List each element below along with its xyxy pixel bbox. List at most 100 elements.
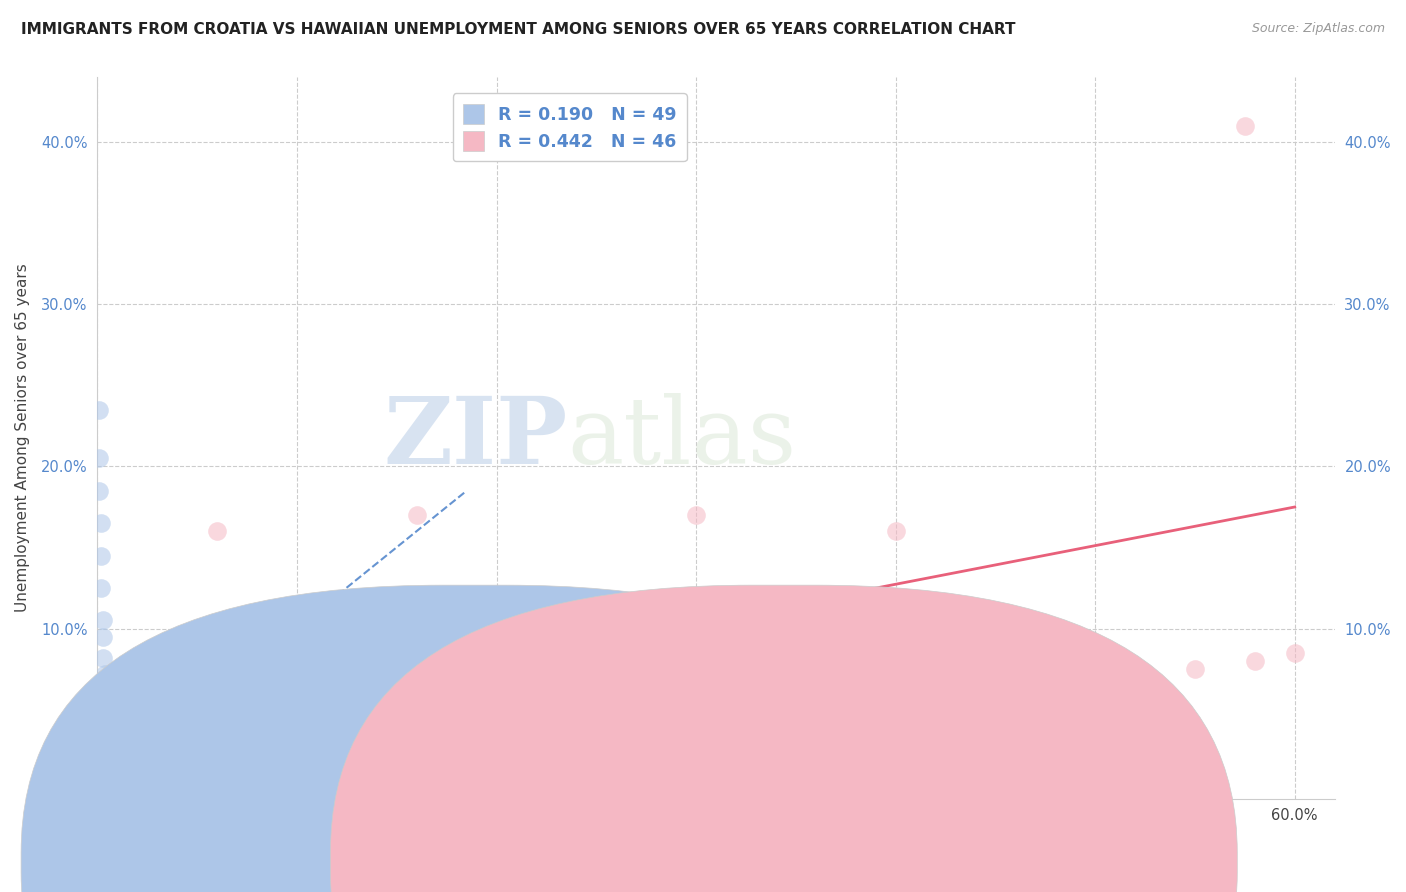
Point: [724, 678, 747, 692]
Point: [285, 678, 308, 692]
Text: Hawaiians: Hawaiians: [823, 855, 901, 870]
Point: [1243, 654, 1265, 668]
Point: [118, 777, 141, 791]
Point: [1184, 662, 1206, 676]
Point: [446, 670, 468, 684]
Point: [138, 780, 160, 795]
Point: [226, 694, 249, 708]
Point: [98, 739, 121, 753]
Point: [103, 764, 125, 779]
Text: ZIP: ZIP: [384, 393, 568, 483]
Point: [217, 703, 239, 717]
Point: [804, 662, 827, 676]
Point: [117, 735, 139, 749]
Point: [107, 772, 129, 787]
Point: [127, 779, 149, 793]
Point: [485, 686, 508, 700]
Point: [122, 779, 145, 793]
Point: [89, 483, 111, 498]
Text: Source: ZipAtlas.com: Source: ZipAtlas.com: [1251, 22, 1385, 36]
Point: [96, 722, 118, 736]
Point: [122, 694, 145, 708]
Point: [100, 761, 122, 775]
Point: [385, 694, 408, 708]
Point: [326, 703, 349, 717]
Point: [90, 549, 112, 563]
Point: [94, 699, 117, 714]
Point: [89, 402, 111, 417]
Point: [131, 779, 153, 793]
Point: [1045, 662, 1067, 676]
Point: [90, 581, 112, 595]
Point: [108, 773, 131, 788]
Point: [103, 735, 125, 749]
Point: [326, 782, 349, 797]
Point: [89, 451, 111, 466]
Point: [1004, 678, 1026, 692]
Point: [166, 780, 188, 795]
Point: [104, 771, 127, 785]
Point: [114, 777, 136, 791]
Point: [127, 743, 149, 757]
Point: [685, 508, 707, 522]
Point: [266, 780, 288, 795]
Point: [924, 670, 946, 684]
Point: [205, 780, 228, 795]
Point: [96, 711, 118, 725]
Point: [107, 719, 129, 733]
Point: [98, 747, 121, 762]
Point: [100, 755, 122, 769]
Point: [134, 779, 156, 793]
Point: [205, 524, 228, 539]
Point: [565, 662, 588, 676]
Point: [156, 711, 179, 725]
Y-axis label: Unemployment Among Seniors over 65 years: Unemployment Among Seniors over 65 years: [15, 264, 30, 613]
Point: [845, 678, 868, 692]
Point: [93, 743, 115, 757]
Point: [93, 650, 115, 665]
Point: [195, 694, 218, 708]
Point: [108, 775, 131, 789]
Point: [112, 775, 135, 789]
Point: [110, 743, 132, 757]
Point: [136, 703, 159, 717]
Point: [446, 782, 468, 797]
Point: [104, 769, 127, 783]
Point: [186, 686, 208, 700]
Point: [1233, 119, 1256, 133]
Point: [166, 703, 188, 717]
Point: [107, 773, 129, 788]
Text: atlas: atlas: [568, 393, 797, 483]
Point: [131, 719, 153, 733]
Point: [526, 678, 548, 692]
Point: [93, 614, 115, 628]
Point: [965, 654, 987, 668]
Text: Immigrants from Croatia: Immigrants from Croatia: [513, 855, 702, 870]
Legend: R = 0.190   N = 49, R = 0.442   N = 46: R = 0.190 N = 49, R = 0.442 N = 46: [453, 94, 686, 161]
Point: [96, 731, 118, 746]
Point: [94, 667, 117, 681]
Point: [146, 686, 169, 700]
Point: [266, 686, 288, 700]
Text: IMMIGRANTS FROM CROATIA VS HAWAIIAN UNEMPLOYMENT AMONG SENIORS OVER 65 YEARS COR: IMMIGRANTS FROM CROATIA VS HAWAIIAN UNEM…: [21, 22, 1015, 37]
Point: [94, 683, 117, 698]
Point: [117, 777, 139, 791]
Point: [124, 779, 146, 793]
Point: [346, 662, 368, 676]
Point: [226, 780, 249, 795]
Point: [90, 516, 112, 531]
Point: [765, 670, 787, 684]
Point: [305, 670, 328, 684]
Point: [1284, 646, 1306, 660]
Point: [186, 780, 208, 795]
Point: [645, 694, 668, 708]
Point: [1123, 678, 1146, 692]
Point: [120, 779, 142, 793]
Point: [93, 630, 115, 644]
Point: [142, 780, 165, 795]
Point: [246, 678, 269, 692]
Point: [605, 654, 627, 668]
Point: [110, 775, 132, 789]
Point: [1084, 654, 1107, 668]
Point: [884, 524, 907, 539]
